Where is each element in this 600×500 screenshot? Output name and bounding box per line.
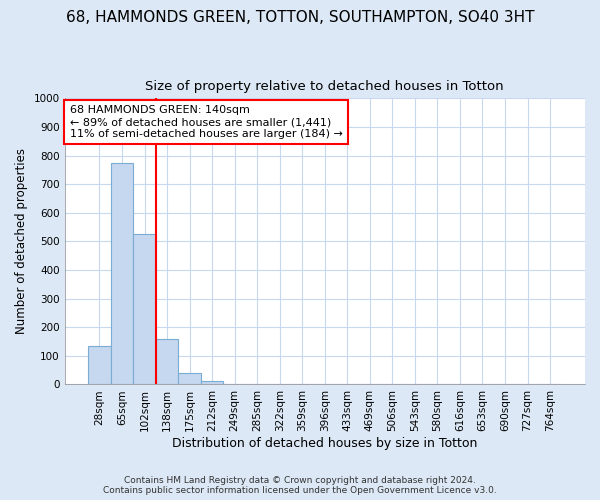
Bar (133, 234, 156, 384)
Text: 68 HAMMONDS GREEN: 140sqm
← 89% of detached houses are smaller (1,441)
11% of se: 68 HAMMONDS GREEN: 140sqm ← 89% of detac… (70, 106, 343, 138)
Y-axis label: Number of detached properties: Number of detached properties (15, 148, 28, 334)
Text: 68, HAMMONDS GREEN, TOTTON, SOUTHAMPTON, SO40 3HT: 68, HAMMONDS GREEN, TOTTON, SOUTHAMPTON,… (66, 10, 534, 25)
Bar (201, 381, 223, 384)
Bar (156, 338, 178, 384)
Bar (111, 162, 133, 384)
X-axis label: Distribution of detached houses by size in Totton: Distribution of detached houses by size … (172, 437, 478, 450)
Bar (178, 373, 201, 384)
Title: Size of property relative to detached houses in Totton: Size of property relative to detached ho… (145, 80, 504, 93)
Text: Contains HM Land Registry data © Crown copyright and database right 2024.
Contai: Contains HM Land Registry data © Crown c… (103, 476, 497, 495)
Bar (88, 346, 111, 385)
